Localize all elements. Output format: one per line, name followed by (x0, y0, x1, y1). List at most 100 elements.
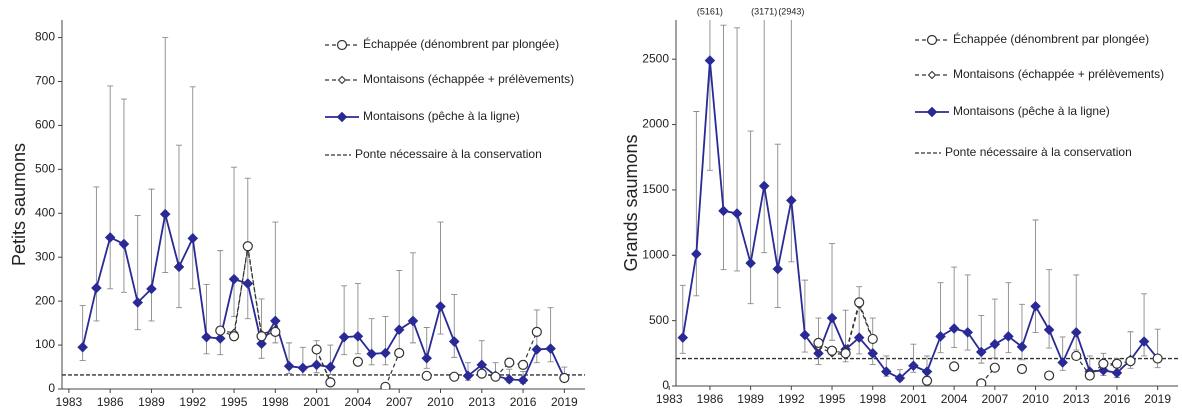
plot-area (676, 20, 1178, 386)
error-bar (162, 37, 169, 274)
point (352, 356, 364, 367)
x-tick-label: 1995 (819, 392, 846, 406)
point (921, 366, 933, 377)
point (1138, 336, 1150, 347)
error-bar (1005, 282, 1012, 354)
point (146, 283, 157, 295)
point (228, 273, 240, 285)
legend-label: Montaisons (échappée + prélèvements) (953, 67, 1164, 81)
x-tick-label: 1992 (778, 392, 805, 406)
point (935, 331, 946, 342)
point (338, 331, 350, 343)
point (215, 325, 226, 336)
point (421, 370, 432, 381)
point (881, 366, 892, 377)
y-tick-label: 200 (35, 293, 55, 307)
series-line (81, 213, 566, 382)
point (559, 372, 570, 384)
point (1003, 331, 1014, 342)
point (1044, 370, 1055, 381)
point (1152, 353, 1163, 364)
error-bar (856, 286, 863, 355)
point (380, 347, 391, 359)
point (297, 362, 309, 374)
point (976, 378, 987, 386)
point (894, 372, 906, 384)
annotation: (2943) (778, 6, 804, 16)
error-bar (341, 285, 348, 356)
error-bar (396, 269, 403, 350)
point (476, 368, 487, 379)
error-bar (774, 143, 781, 309)
x-tick-label: 1986 (97, 395, 124, 409)
point (1111, 367, 1123, 379)
point (840, 348, 851, 359)
point (813, 348, 824, 359)
x-tick-label: 1986 (697, 392, 724, 406)
point (462, 370, 474, 382)
point (366, 348, 377, 360)
error-bar (734, 27, 741, 272)
legend-label: Ponte nécessaire à la conservation (945, 145, 1132, 159)
error-bar (451, 294, 458, 358)
error-bar (964, 274, 971, 351)
x-tick-label: 2004 (345, 395, 372, 409)
error-bar (951, 266, 958, 348)
legend-label: Montaisons (pêche à la ligne) (953, 104, 1110, 118)
point (962, 327, 973, 338)
y-tick-label: 500 (649, 313, 669, 327)
point (504, 374, 515, 385)
point (853, 332, 865, 343)
point (949, 361, 960, 372)
point (1057, 357, 1068, 368)
legend-label: Échappée (dénombrent par plongée) (953, 31, 1149, 46)
x-tick-label: 2016 (1104, 392, 1131, 406)
error-bar (437, 221, 444, 335)
point (1043, 324, 1055, 336)
point (311, 344, 322, 355)
point (854, 297, 865, 308)
y-tick-label: 500 (35, 162, 55, 176)
point (393, 324, 405, 335)
y-tick-label: 0 (48, 381, 55, 395)
point (132, 297, 143, 308)
y-axis-label: Petits saumons (9, 143, 29, 266)
y-axis-label: Grands saumons (621, 134, 641, 271)
point (104, 232, 116, 243)
annotation: (3171) (751, 6, 777, 16)
error-bar (829, 243, 836, 341)
point (435, 301, 446, 312)
point (813, 337, 824, 348)
x-tick-label: 2007 (981, 392, 1008, 406)
x-tick-label: 2013 (468, 395, 495, 409)
point (159, 208, 171, 220)
x-tick-label: 1998 (859, 392, 886, 406)
error-bar (720, 24, 727, 271)
point (256, 331, 267, 342)
error-bar (706, 20, 713, 171)
point (228, 331, 240, 342)
y-tick-label: 2000 (642, 117, 669, 131)
y-tick-label: 100 (35, 337, 55, 351)
error-bar (134, 215, 141, 331)
error-bar (93, 186, 100, 322)
point (1098, 358, 1109, 369)
point (449, 371, 460, 382)
series-line (681, 60, 1159, 380)
error-bar (231, 166, 238, 317)
point (926, 34, 938, 46)
y-tick-label: 1500 (642, 182, 669, 196)
point (407, 315, 419, 327)
x-tick-label: 2001 (303, 395, 330, 409)
x-tick-label: 2019 (1144, 392, 1171, 406)
point (448, 336, 460, 347)
x-tick-label: 1983 (56, 395, 83, 409)
legend-label: Montaisons (pêche à la ligne) (363, 109, 520, 123)
error-bar (148, 188, 155, 322)
error-bar (120, 98, 127, 293)
point (867, 333, 878, 345)
point (337, 75, 347, 85)
point (1071, 350, 1082, 362)
point (545, 343, 556, 354)
